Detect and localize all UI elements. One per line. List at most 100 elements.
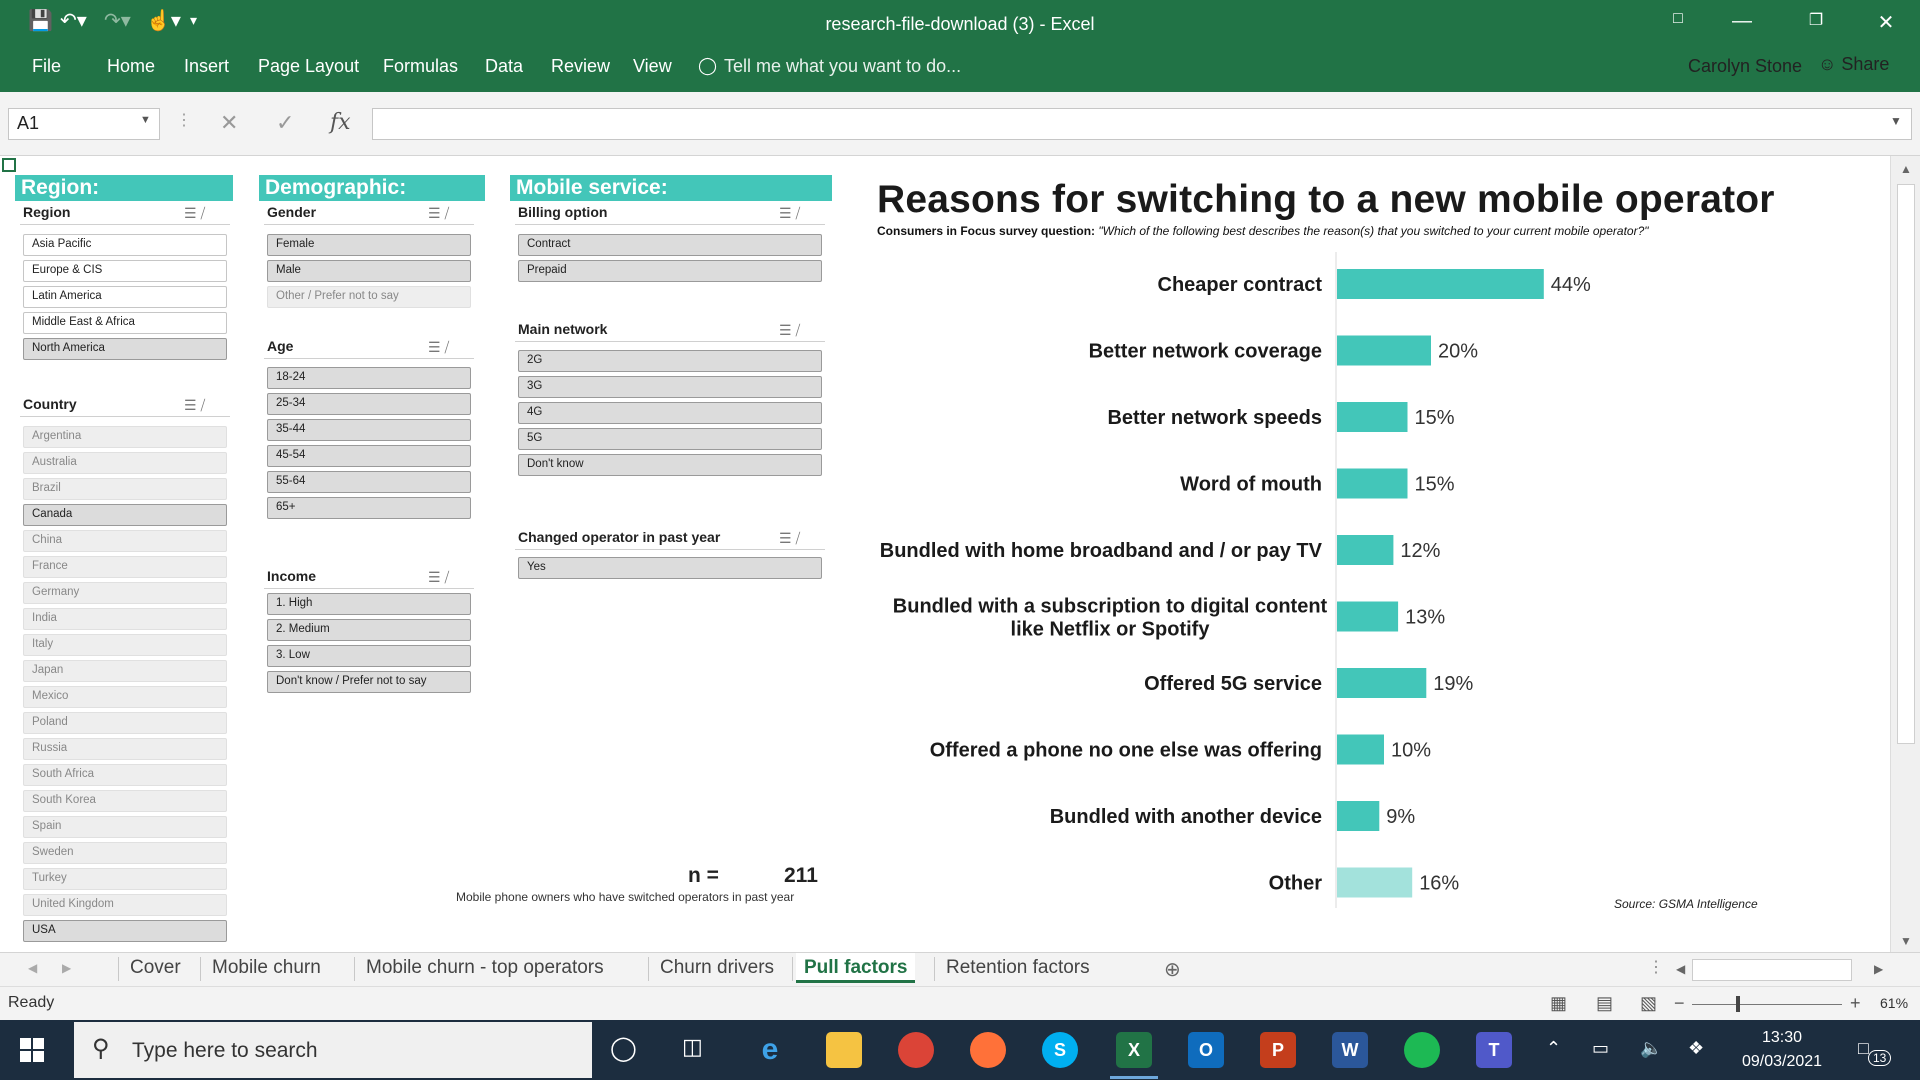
age-slicer-item[interactable]: 65+ xyxy=(267,497,471,519)
chrome-icon[interactable] xyxy=(898,1032,934,1068)
tab-formulas[interactable]: Formulas xyxy=(383,56,459,76)
notifications-icon[interactable]: □ xyxy=(1858,1038,1869,1058)
powerpoint-icon[interactable]: P xyxy=(1260,1032,1296,1068)
income-slicer-item[interactable]: 3. Low xyxy=(267,645,471,667)
sheet-tab[interactable]: Cover xyxy=(130,957,181,978)
clear-filter-icon[interactable]: ⧸ xyxy=(200,397,206,413)
country-slicer-item[interactable]: Germany xyxy=(23,582,227,604)
redo-icon[interactable]: ↷▾ xyxy=(104,10,131,32)
country-slicer-item[interactable]: Turkey xyxy=(23,868,227,890)
clear-filter-icon[interactable]: ⧸ xyxy=(795,530,801,546)
vertical-scroll-thumb[interactable] xyxy=(1897,184,1915,744)
country-slicer-item[interactable]: Brazil xyxy=(23,478,227,500)
scroll-right-icon[interactable]: ▶ xyxy=(1874,962,1884,976)
multi-select-icon[interactable]: ☰ xyxy=(184,397,201,413)
word-icon[interactable]: W xyxy=(1332,1032,1368,1068)
country-slicer-item[interactable]: Australia xyxy=(23,452,227,474)
country-slicer-item[interactable]: France xyxy=(23,556,227,578)
horizontal-scroll-thumb[interactable] xyxy=(1692,959,1852,981)
multi-select-icon[interactable]: ☰ xyxy=(428,569,445,585)
formula-input[interactable] xyxy=(372,108,1912,140)
next-sheet-icon[interactable]: ▶ xyxy=(62,961,72,975)
share-button[interactable]: ☺ Share xyxy=(1818,54,1889,75)
show-hidden-icons-icon[interactable]: ⌃ xyxy=(1546,1038,1562,1058)
outlook-icon[interactable]: O xyxy=(1188,1032,1224,1068)
gender-slicer-item[interactable]: Female xyxy=(267,234,471,256)
new-sheet-icon[interactable]: ⊕ xyxy=(1164,959,1181,981)
country-slicer-item[interactable]: Poland xyxy=(23,712,227,734)
gender-slicer-item[interactable]: Male xyxy=(267,260,471,282)
clear-filter-icon[interactable]: ⧸ xyxy=(444,569,450,585)
country-slicer-item[interactable]: Sweden xyxy=(23,842,227,864)
edge-icon[interactable]: e xyxy=(761,1033,779,1066)
battery-icon[interactable]: ▭ xyxy=(1592,1038,1610,1058)
minimize-button[interactable]: — xyxy=(1732,10,1752,32)
file-explorer-icon[interactable] xyxy=(826,1032,862,1068)
name-box[interactable]: A1 xyxy=(8,108,160,140)
network-slicer-item[interactable]: 4G xyxy=(518,402,822,424)
zoom-slider[interactable] xyxy=(1692,1004,1842,1005)
age-slicer-item[interactable]: 25-34 xyxy=(267,393,471,415)
country-slicer-item[interactable]: South Africa xyxy=(23,764,227,786)
spotify-icon[interactable] xyxy=(1404,1032,1440,1068)
undo-icon[interactable]: ↶▾ xyxy=(60,10,87,32)
income-slicer-item[interactable]: 1. High xyxy=(267,593,471,615)
dropbox-icon[interactable]: ❖ xyxy=(1688,1038,1705,1058)
volume-icon[interactable]: 🔈 xyxy=(1640,1038,1663,1058)
tell-me-box[interactable]: Tell me what you want to do... xyxy=(724,56,962,76)
billing-slicer-item[interactable]: Contract xyxy=(518,234,822,256)
country-slicer-item[interactable]: Italy xyxy=(23,634,227,656)
country-slicer-item[interactable]: Canada xyxy=(23,504,227,526)
clear-filter-icon[interactable]: ⧸ xyxy=(444,205,450,221)
sheet-tab[interactable]: Mobile churn - top operators xyxy=(366,957,604,978)
tab-data[interactable]: Data xyxy=(485,56,524,76)
close-button[interactable]: ✕ xyxy=(1877,12,1895,34)
skype-icon[interactable]: S xyxy=(1042,1032,1078,1068)
network-slicer-item[interactable]: 3G xyxy=(518,376,822,398)
country-slicer-item[interactable]: Argentina xyxy=(23,426,227,448)
teams-icon[interactable]: T xyxy=(1476,1032,1512,1068)
clear-filter-icon[interactable]: ⧸ xyxy=(795,205,801,221)
multi-select-icon[interactable]: ☰ xyxy=(184,205,201,221)
tab-view[interactable]: View xyxy=(633,56,672,76)
region-slicer-item[interactable]: North America xyxy=(23,338,227,360)
country-slicer-item[interactable]: Spain xyxy=(23,816,227,838)
zoom-in-icon[interactable]: + xyxy=(1850,993,1861,1013)
country-slicer-item[interactable]: Japan xyxy=(23,660,227,682)
split-handle-icon[interactable]: ⋮ xyxy=(1648,959,1664,976)
multi-select-icon[interactable]: ☰ xyxy=(779,322,796,338)
billing-slicer-item[interactable]: Prepaid xyxy=(518,260,822,282)
income-slicer-item[interactable]: Don't know / Prefer not to say xyxy=(267,671,471,693)
changed-slicer-item[interactable]: Yes xyxy=(518,557,822,579)
country-slicer-item[interactable]: Russia xyxy=(23,738,227,760)
touch-mode-icon[interactable]: ☝▾ xyxy=(146,10,181,32)
page-layout-view-icon[interactable]: ▤ xyxy=(1596,993,1614,1013)
prev-sheet-icon[interactable]: ◀ xyxy=(28,961,38,975)
page-break-view-icon[interactable]: ▧ xyxy=(1640,993,1658,1013)
insert-function-icon[interactable]: fx xyxy=(330,110,351,135)
zoom-slider-thumb[interactable] xyxy=(1736,996,1740,1012)
zoom-out-icon[interactable]: − xyxy=(1674,993,1685,1013)
region-slicer-item[interactable]: Middle East & Africa xyxy=(23,312,227,334)
sheet-tab[interactable]: Retention factors xyxy=(946,957,1090,978)
clear-filter-icon[interactable]: ⧸ xyxy=(795,322,801,338)
windows-start-icon[interactable] xyxy=(20,1038,44,1062)
network-slicer-item[interactable]: Don't know xyxy=(518,454,822,476)
age-slicer-item[interactable]: 18-24 xyxy=(267,367,471,389)
country-slicer-item[interactable]: United Kingdom xyxy=(23,894,227,916)
cancel-icon[interactable]: ✕ xyxy=(220,110,239,135)
firefox-icon[interactable] xyxy=(970,1032,1006,1068)
clear-filter-icon[interactable]: ⧸ xyxy=(444,339,450,355)
customize-qat-icon[interactable]: ▾ xyxy=(190,12,198,28)
excel-icon[interactable]: X xyxy=(1116,1032,1152,1068)
scroll-left-icon[interactable]: ◀ xyxy=(1676,962,1686,976)
region-slicer-item[interactable]: Asia Pacific xyxy=(23,234,227,256)
scroll-down-icon[interactable]: ▼ xyxy=(1900,934,1912,948)
save-icon[interactable]: 💾 xyxy=(28,10,53,32)
multi-select-icon[interactable]: ☰ xyxy=(779,530,796,546)
age-slicer-item[interactable]: 35-44 xyxy=(267,419,471,441)
gender-slicer-item[interactable]: Other / Prefer not to say xyxy=(267,286,471,308)
tab-page-layout[interactable]: Page Layout xyxy=(258,56,360,76)
sheet-tab[interactable]: Pull factors xyxy=(796,953,916,983)
vertical-scrollbar[interactable]: ▲ ▼ xyxy=(1890,156,1920,952)
